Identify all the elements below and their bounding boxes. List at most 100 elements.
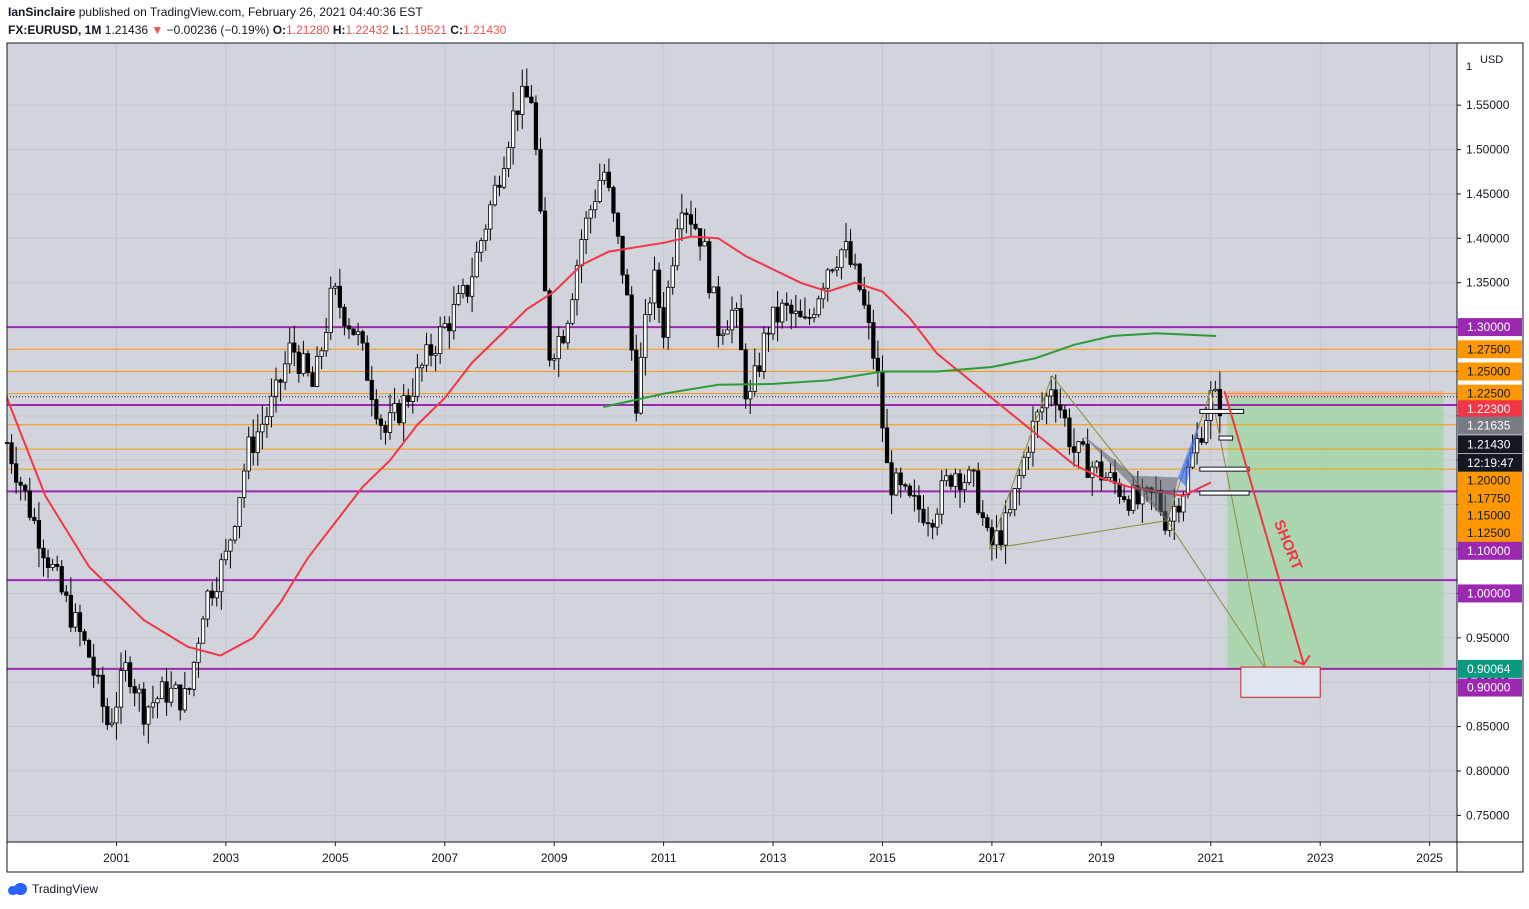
moving-average-green	[603, 332, 1217, 408]
price-label-badge	[1458, 584, 1522, 603]
price-label-badge	[1458, 506, 1522, 525]
candle	[296, 351, 301, 374]
candle	[246, 436, 251, 472]
candle	[287, 342, 292, 365]
time-axis	[7, 842, 1523, 872]
candle	[556, 336, 561, 360]
candle	[159, 681, 165, 700]
candle	[825, 269, 830, 289]
candle	[260, 423, 265, 433]
short-arrow-head-icon	[1293, 654, 1311, 666]
candle	[816, 298, 821, 316]
candle	[1204, 420, 1209, 443]
price-label-badge	[1458, 524, 1522, 543]
candle	[821, 287, 826, 300]
candle	[634, 349, 639, 414]
price-label-text: 1.30000	[1467, 320, 1511, 334]
candle	[511, 110, 516, 148]
candle	[1012, 488, 1017, 510]
candle	[237, 497, 242, 527]
price-label-text: 0.90000	[1467, 681, 1511, 695]
candle	[228, 539, 233, 552]
candle	[191, 661, 197, 690]
candle	[579, 239, 584, 267]
time-tick-label: 2025	[1416, 851, 1443, 865]
price-label-text: 12:19:47	[1467, 456, 1514, 470]
price-label-text: 0.90064	[1467, 662, 1511, 676]
candle	[898, 472, 903, 486]
candle	[18, 481, 23, 486]
candle	[1071, 446, 1077, 453]
candle	[1058, 404, 1063, 411]
candle	[45, 557, 51, 568]
candle	[807, 317, 812, 319]
price-label-badge	[1458, 678, 1522, 697]
candle	[980, 512, 985, 518]
candle	[1062, 409, 1067, 419]
candle	[734, 307, 739, 311]
candle	[310, 372, 315, 387]
price-label-badge	[1458, 340, 1522, 359]
time-tick-label: 2007	[431, 851, 458, 865]
candle	[1099, 461, 1104, 481]
candle	[561, 336, 566, 344]
level-box	[1199, 408, 1245, 414]
candle	[903, 484, 908, 487]
candle	[533, 102, 539, 150]
high-label: H:	[332, 23, 346, 37]
price-tick-label: 1.45000	[1466, 187, 1510, 201]
candle	[41, 547, 46, 559]
candle	[187, 688, 192, 690]
candle	[1199, 438, 1204, 443]
candle	[1085, 443, 1090, 478]
candle	[241, 470, 247, 498]
candle	[456, 293, 461, 305]
footer-brand[interactable]: TradingView	[6, 882, 98, 896]
time-tick-label: 2013	[760, 851, 787, 865]
candle	[894, 472, 899, 496]
candle	[73, 612, 78, 628]
author-name[interactable]: IanSinclaire	[8, 5, 76, 19]
candle	[447, 323, 452, 332]
candle	[515, 110, 520, 115]
price-tick-label: 0.75000	[1466, 808, 1510, 822]
candle	[360, 331, 365, 344]
candle	[606, 171, 611, 188]
candle	[438, 326, 443, 354]
candle	[593, 201, 598, 211]
price-label-badge	[1458, 541, 1522, 560]
candle	[547, 290, 552, 361]
candle	[857, 263, 862, 291]
candle	[679, 212, 684, 230]
candle	[55, 564, 60, 567]
candle	[720, 333, 725, 336]
candle	[210, 590, 215, 599]
candle	[620, 235, 625, 276]
candle	[625, 274, 630, 296]
time-tick-label: 2023	[1307, 851, 1334, 865]
profit-zone	[1227, 396, 1444, 669]
candle	[1017, 475, 1022, 489]
time-tick-label: 2001	[103, 851, 130, 865]
candle	[433, 353, 438, 356]
candle	[269, 395, 274, 418]
price-label-text: 1.21430	[1467, 437, 1511, 451]
candle	[1003, 512, 1008, 546]
candle	[50, 564, 55, 568]
candle	[1044, 395, 1049, 409]
candle	[843, 241, 849, 251]
symbol-label: FX:EURUSD, 1M	[8, 23, 102, 37]
candle	[77, 612, 83, 633]
candle	[866, 304, 871, 323]
candle	[128, 662, 133, 688]
price-label-text: 1.25000	[1467, 364, 1511, 378]
candle	[137, 688, 142, 694]
candle	[68, 594, 73, 628]
price-tick-label: 1.40000	[1466, 231, 1510, 245]
candle	[410, 395, 415, 402]
tradingview-cloud-icon	[6, 883, 28, 895]
candle	[36, 520, 42, 549]
candle	[1021, 456, 1026, 476]
candle	[780, 302, 785, 323]
